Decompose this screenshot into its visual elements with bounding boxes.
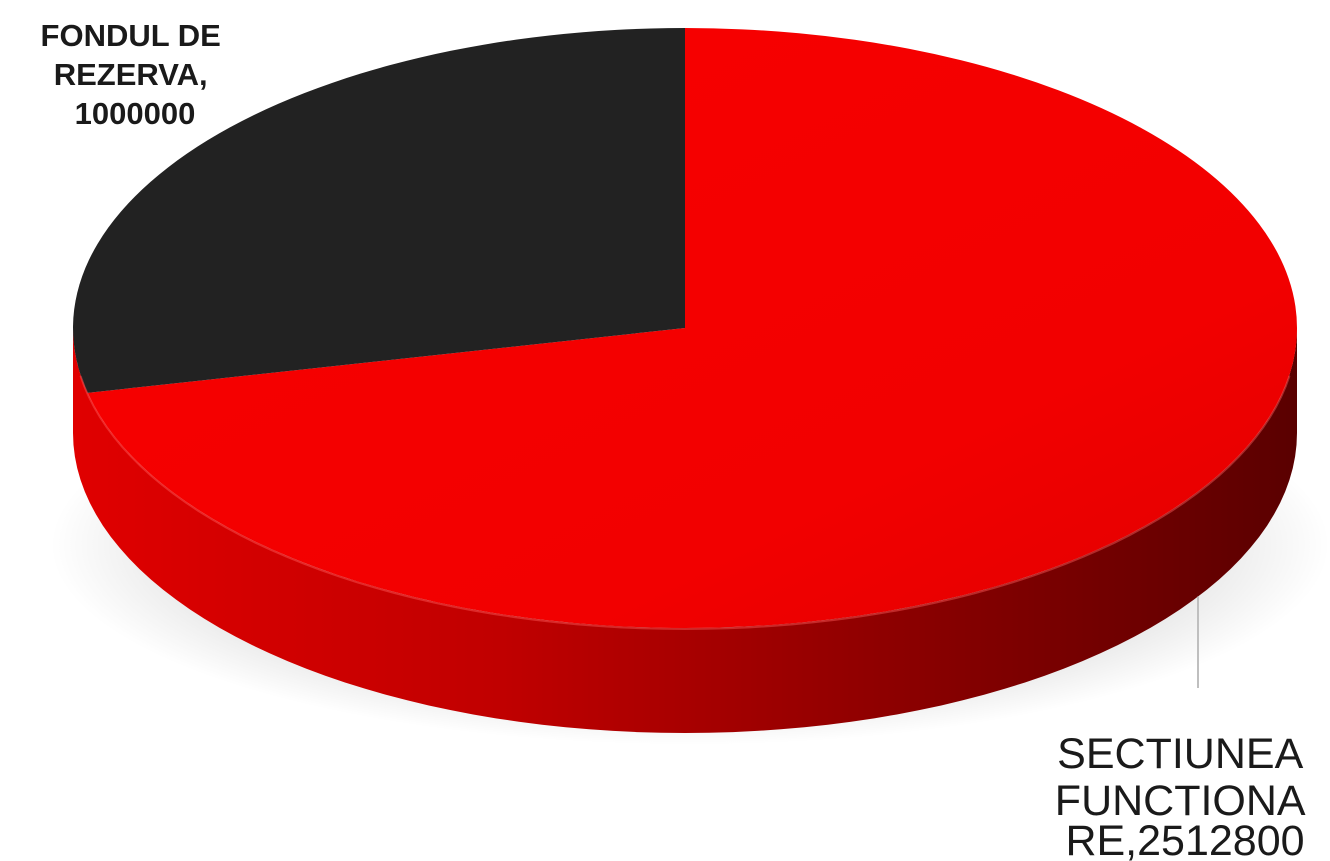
data-label-line: 1000000: [75, 96, 196, 131]
pie-side-wall: [73, 328, 1297, 733]
data-label-line: FUNCTIONA: [1055, 777, 1306, 825]
data-label-line: SECTIUNEA: [1057, 730, 1303, 778]
pie-slice-fondul-de-rezerva: [73, 28, 686, 393]
data-label-line: FONDUL DE: [41, 18, 221, 53]
pie-slice-sectiunea-functionare: [87, 28, 1298, 629]
data-label-line: REZERVA,: [54, 57, 208, 92]
data-label-line: RE,2512800: [1065, 817, 1304, 861]
data-label-fondul-de-rezerva: FONDUL DE REZERVA, 1000000: [41, 18, 230, 131]
pie-edge-highlight: [79, 375, 1291, 631]
data-label-sectiunea-functionare: SECTIUNEA FUNCTIONA RE,2512800: [1055, 730, 1315, 861]
